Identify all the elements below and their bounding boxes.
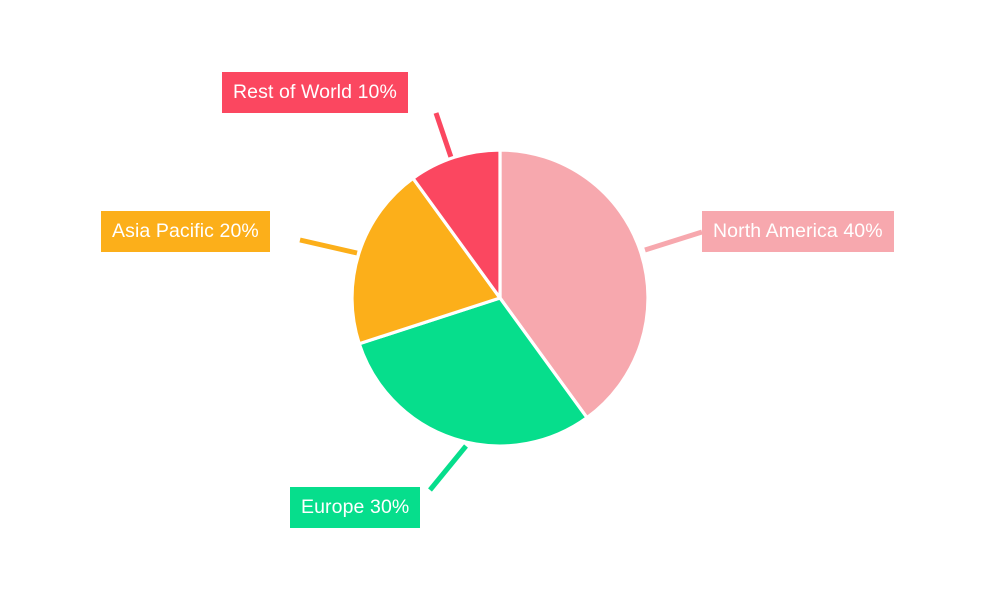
pie-slice-asia-pacific[interactable] [350, 176, 502, 346]
pie-label-rest-of-world-text: Rest of World 10% [233, 80, 397, 103]
leader-line-europe [428, 444, 468, 492]
pie-slices [350, 148, 650, 448]
pie-label-north-america[interactable]: North America 40% [702, 211, 894, 252]
pie-label-europe[interactable]: Europe 30% [290, 487, 421, 528]
pie-label-europe-text: Europe 30% [301, 495, 410, 518]
pie-label-rest-of-world[interactable]: Rest of World 10% [222, 72, 408, 113]
pie-label-north-america-text: North America 40% [713, 219, 883, 242]
leader-line-asia-pacific [299, 237, 358, 256]
pie-slice-europe[interactable] [357, 296, 589, 448]
pie-slice-north-america[interactable] [498, 148, 650, 420]
leader-line-north-america [644, 229, 703, 253]
pie-label-asia-pacific[interactable]: Asia Pacific 20% [101, 211, 270, 252]
pie-slice-rest-of-world[interactable] [411, 148, 502, 300]
pie-label-asia-pacific-text: Asia Pacific 20% [112, 219, 259, 242]
